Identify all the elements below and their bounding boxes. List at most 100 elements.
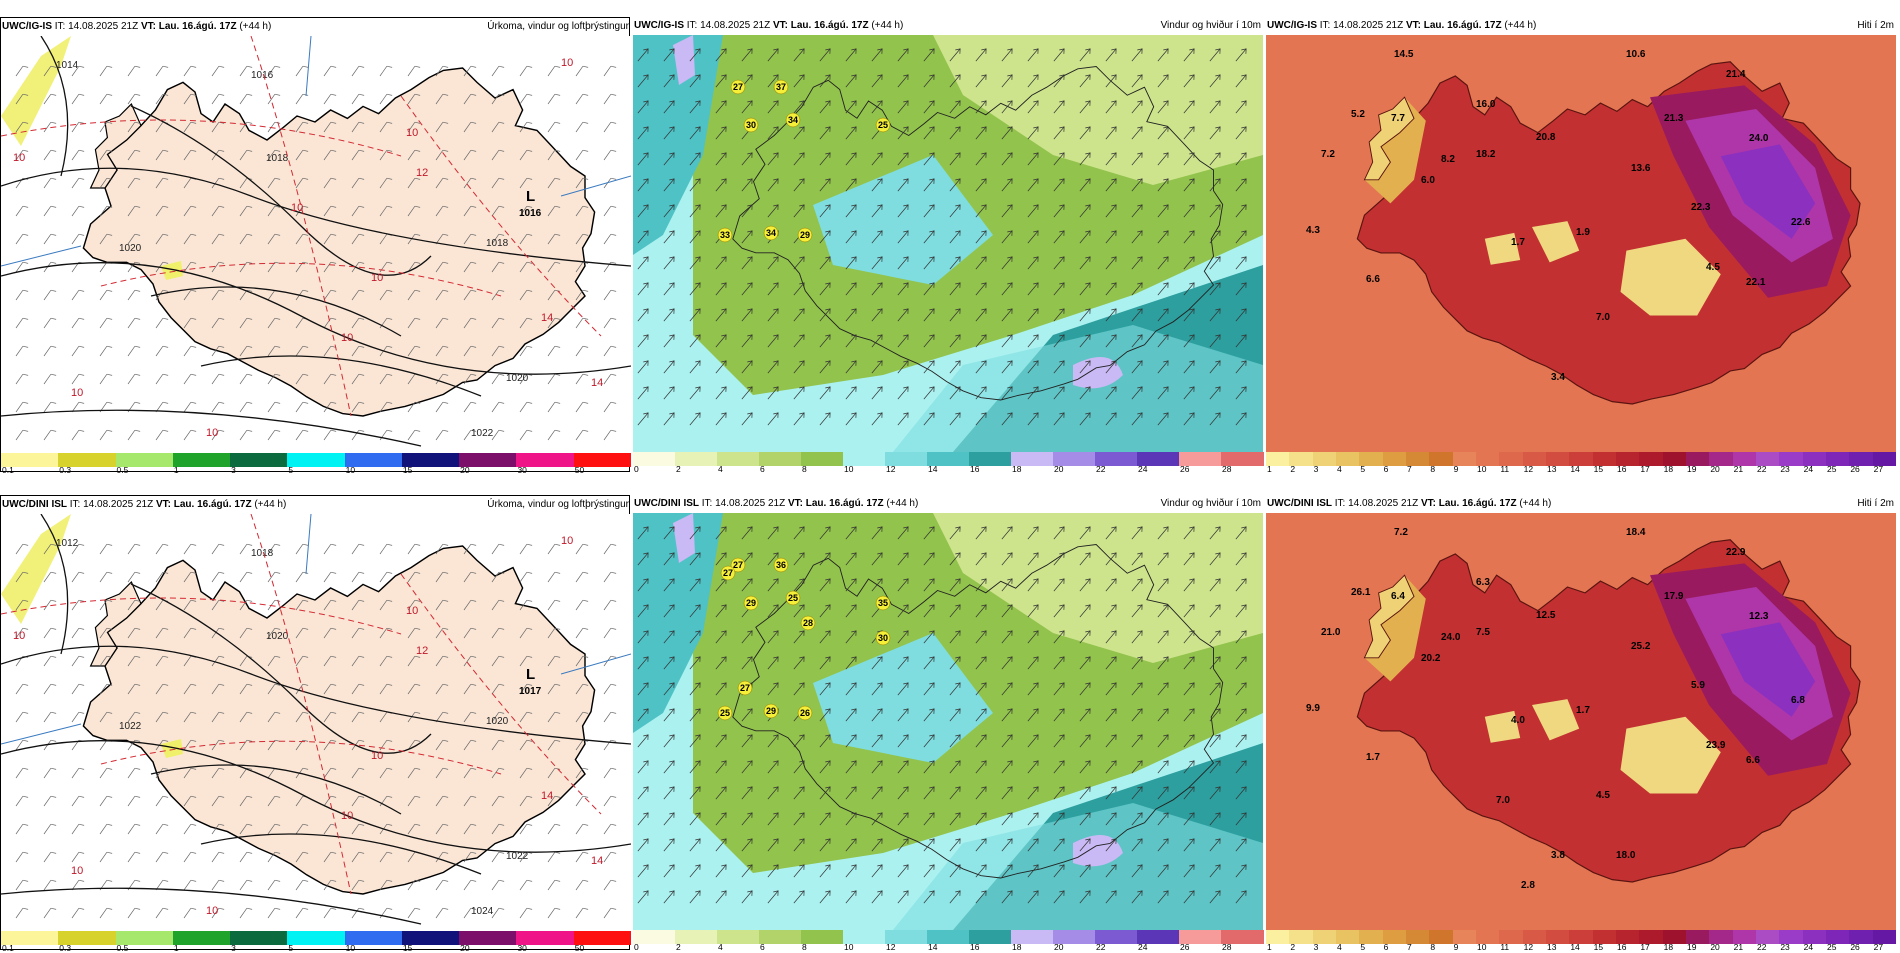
colorbar-swatch (459, 453, 517, 467)
wind-arrow (923, 786, 935, 800)
wind-arrow (1157, 552, 1169, 566)
gust-area (673, 35, 695, 85)
wind-arrow (1235, 178, 1247, 192)
wind-barb (519, 823, 533, 835)
gust-label: 34 (788, 115, 798, 125)
wind-barb (407, 823, 421, 835)
wind-arrow (1131, 578, 1143, 592)
wind-arrow (1157, 204, 1169, 218)
colorbar-tick: 11 (1500, 464, 1510, 474)
wind-arrow (923, 630, 935, 644)
wind-arrow (715, 552, 727, 566)
wind-barb (295, 373, 309, 385)
wind-barb (435, 149, 449, 161)
wind-arrow (741, 630, 753, 644)
wind-barb (575, 543, 589, 555)
gust-label: 29 (746, 598, 756, 608)
wind-barb (43, 851, 57, 863)
wind-barb (547, 205, 561, 217)
wind-arrow (1027, 682, 1039, 696)
wind-barb (43, 711, 57, 723)
wind-arrow (871, 74, 883, 88)
wind-arrow (767, 204, 779, 218)
wind-barb (547, 401, 561, 413)
wind-arrow (741, 100, 753, 114)
wind-barb (379, 907, 393, 919)
wind-barb (43, 599, 57, 611)
wind-barb (435, 767, 449, 779)
wind-barb (575, 373, 589, 385)
wind-arrow (871, 178, 883, 192)
wind-barb (407, 795, 421, 807)
wind-arrow (767, 412, 779, 426)
wind-barb (15, 65, 29, 77)
wind-barb (127, 655, 141, 667)
wind-barb (547, 317, 561, 329)
it-label: IT: (701, 498, 713, 509)
wind-arrow (715, 890, 727, 904)
wind-arrow (715, 334, 727, 348)
wind-barb (519, 795, 533, 807)
isotherm-label: 10 (561, 57, 573, 69)
wind-arrow (1105, 256, 1117, 270)
vt-label: VT: (140, 21, 156, 32)
colorbar-tick: 9 (1453, 942, 1459, 952)
wind-arrow (1001, 708, 1013, 722)
wind-arrow (871, 552, 883, 566)
wind-arrow (1235, 760, 1247, 774)
wind-barb (211, 823, 225, 835)
vt-label: VT: (1420, 498, 1436, 509)
gust-marker (773, 557, 789, 573)
colorbar-tick: 8 (802, 942, 807, 952)
wind-barb (547, 767, 561, 779)
wind-barb (99, 823, 113, 835)
wind-barb (379, 93, 393, 105)
wind-barb (127, 711, 141, 723)
wind-arrow (1105, 334, 1117, 348)
wind-arrow (1027, 708, 1039, 722)
wind-barb (407, 401, 421, 413)
wind-barb (351, 177, 365, 189)
wind-arrow (1131, 682, 1143, 696)
wind-barb (323, 683, 337, 695)
wind-arrow (637, 812, 649, 826)
wind-barb (323, 711, 337, 723)
wind-barb (183, 289, 197, 301)
wind-arrow (637, 282, 649, 296)
wind-arrow (689, 890, 701, 904)
wind-barb (323, 205, 337, 217)
colorbar-tick: 14 (928, 942, 938, 952)
wind-arrow (1157, 708, 1169, 722)
wind-arrow (1079, 604, 1091, 618)
colorbar-tick: 4 (718, 942, 723, 952)
isobar (1, 887, 422, 925)
wind-arrow (1053, 838, 1065, 852)
wind-barb (127, 543, 141, 555)
wind-arrow (1157, 656, 1169, 670)
precip-area (161, 261, 183, 280)
wind-arrow (819, 178, 831, 192)
wind-arrow (793, 360, 805, 374)
colorbar-swatch (1546, 930, 1570, 944)
wind-barb (71, 233, 85, 245)
wind-arrow (1053, 308, 1065, 322)
wind-barb (323, 149, 337, 161)
wind-barb (99, 149, 113, 161)
wind-barb (575, 823, 589, 835)
gust-marker (875, 630, 891, 646)
gust-marker (743, 117, 759, 133)
wind-arrow (1131, 630, 1143, 644)
wind-barb (435, 655, 449, 667)
wind-arrow (689, 178, 701, 192)
wind-arrow (715, 152, 727, 166)
colorbar-swatch (172, 931, 231, 945)
colorbar-tick: 3 (231, 943, 236, 953)
westfjords-land (1363, 574, 1415, 659)
wind-arrow (637, 838, 649, 852)
panel-title: Hiti í 2m (1857, 498, 1894, 509)
wind-arrow (689, 334, 701, 348)
colorbar-swatch (1732, 930, 1757, 944)
temp-zone (1532, 221, 1580, 263)
model-name: UWC/DINI ISL (2, 499, 67, 510)
wind-barb (603, 65, 617, 77)
